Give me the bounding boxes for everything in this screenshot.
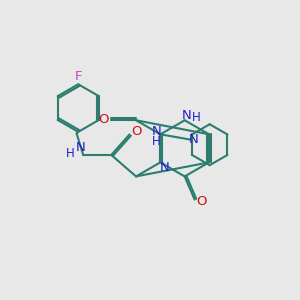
Text: N: N bbox=[76, 141, 85, 154]
Text: O: O bbox=[196, 195, 206, 208]
Text: H: H bbox=[192, 111, 201, 124]
Text: O: O bbox=[131, 125, 141, 138]
Text: H: H bbox=[152, 135, 161, 148]
Text: N: N bbox=[160, 161, 169, 174]
Text: N: N bbox=[152, 124, 161, 137]
Text: O: O bbox=[98, 113, 108, 126]
Text: N: N bbox=[182, 109, 191, 122]
Text: N: N bbox=[189, 133, 199, 146]
Text: F: F bbox=[74, 70, 82, 83]
Text: H: H bbox=[66, 147, 75, 160]
